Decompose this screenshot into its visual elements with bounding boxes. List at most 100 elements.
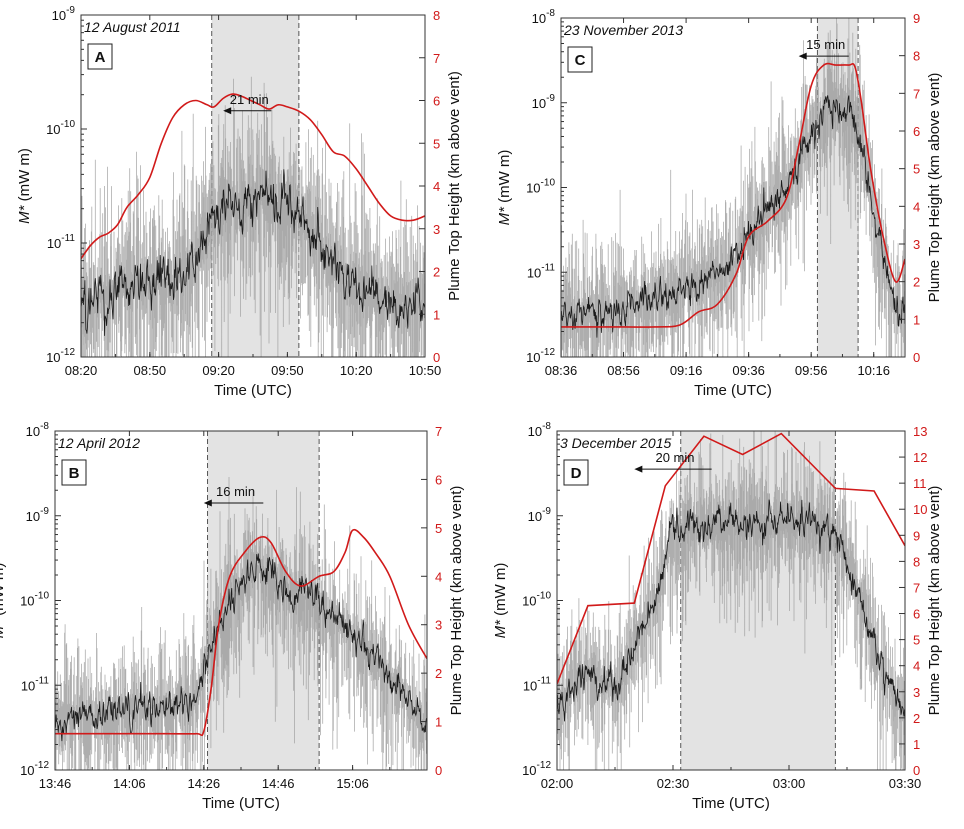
y-tick-label: 10-10 bbox=[20, 591, 49, 609]
y2-tick-label: 4 bbox=[913, 199, 920, 214]
y2-axis-label: Plume Top Height (km above vent) bbox=[448, 486, 465, 716]
y-axis-label: M* (mW m) bbox=[496, 150, 513, 226]
y2-tick-label: 13 bbox=[913, 424, 927, 439]
mstar-trace-group bbox=[55, 477, 427, 770]
y2-axis-label: Plume Top Height (km above vent) bbox=[926, 73, 943, 303]
panel-letter-box bbox=[61, 459, 87, 486]
y-tick-exponent: -11 bbox=[537, 675, 551, 686]
y-tick-label: 10-8 bbox=[26, 421, 50, 439]
x-tick-label: 08:50 bbox=[134, 363, 167, 378]
panel-date-label: 12 August 2011 bbox=[84, 19, 181, 35]
x-tick-label: 10:20 bbox=[340, 363, 373, 378]
y-tick-base: 10 bbox=[47, 236, 61, 251]
y-axis-label-symbol: M* bbox=[0, 619, 7, 638]
y-tick-exponent: -9 bbox=[542, 506, 551, 517]
lag-arrow-head bbox=[634, 465, 643, 473]
y-tick-exponent: -12 bbox=[61, 347, 76, 358]
lag-arrow-head bbox=[798, 52, 807, 60]
y-tick-exponent: -10 bbox=[35, 591, 50, 602]
y2-tick-label: 7 bbox=[913, 580, 920, 595]
y2-tick-label: 1 bbox=[913, 737, 920, 752]
y-axis-label-unit: (mW m) bbox=[496, 150, 513, 207]
x-axis-label: Time (UTC) bbox=[214, 382, 292, 399]
y-tick-label: 10-10 bbox=[46, 119, 75, 137]
y2-tick-label: 4 bbox=[433, 179, 440, 194]
x-axis-label: Time (UTC) bbox=[692, 795, 770, 812]
y-axis-label-unit: (mW m) bbox=[16, 148, 33, 205]
y2-tick-label: 7 bbox=[433, 51, 440, 66]
x-tick-label: 10:16 bbox=[857, 363, 890, 378]
mstar-trace-group bbox=[81, 76, 425, 357]
y-tick-label: 10-12 bbox=[20, 760, 49, 778]
y-tick-base: 10 bbox=[523, 678, 537, 693]
y-tick-label: 10-12 bbox=[522, 760, 551, 778]
y-tick-base: 10 bbox=[52, 8, 66, 23]
y-tick-label: 10-11 bbox=[47, 233, 76, 251]
y2-tick-label: 6 bbox=[913, 124, 920, 139]
x-tick-label: 14:26 bbox=[188, 776, 221, 791]
y-tick-base: 10 bbox=[526, 181, 540, 196]
x-tick-label: 09:36 bbox=[732, 363, 765, 378]
y2-tick-label: 7 bbox=[913, 86, 920, 101]
lag-arrow-head bbox=[203, 499, 212, 507]
y2-tick-label: 9 bbox=[913, 528, 920, 543]
y2-tick-label: 10 bbox=[913, 502, 927, 517]
panel-date-label: 23 November 2013 bbox=[563, 22, 683, 38]
y-axis-label: M* (mW m) bbox=[0, 563, 7, 639]
y2-tick-label: 4 bbox=[913, 659, 920, 674]
x-tick-label: 08:56 bbox=[607, 363, 640, 378]
lag-annotation-label: 21 min bbox=[230, 92, 269, 107]
y-tick-base: 10 bbox=[46, 122, 60, 137]
y2-axis-label: Plume Top Height (km above vent) bbox=[926, 486, 943, 716]
x-tick-label: 13:46 bbox=[39, 776, 72, 791]
y2-tick-label: 3 bbox=[913, 685, 920, 700]
y2-tick-label: 12 bbox=[913, 450, 927, 465]
y-tick-label: 10-9 bbox=[52, 5, 76, 23]
y2-tick-label: 8 bbox=[433, 8, 440, 23]
y2-tick-label: 2 bbox=[435, 666, 442, 681]
y-tick-base: 10 bbox=[20, 763, 34, 778]
panel-date-label: 12 April 2012 bbox=[58, 435, 140, 451]
x-tick-label: 09:56 bbox=[795, 363, 828, 378]
y-tick-exponent: -11 bbox=[541, 262, 555, 273]
y2-tick-label: 0 bbox=[435, 763, 442, 778]
lag-arrow-head bbox=[223, 107, 232, 115]
panel-letter: C bbox=[575, 52, 586, 69]
mstar-signal-line bbox=[557, 499, 905, 722]
y-tick-base: 10 bbox=[46, 350, 60, 365]
y2-axis-label: Plume Top Height (km above vent) bbox=[446, 71, 463, 301]
y-tick-label: 10-9 bbox=[26, 506, 50, 524]
y2-tick-label: 0 bbox=[913, 350, 920, 365]
y-tick-label: 10-8 bbox=[528, 421, 552, 439]
x-tick-label: 09:20 bbox=[202, 363, 235, 378]
y2-tick-label: 4 bbox=[435, 569, 442, 584]
y2-tick-label: 3 bbox=[435, 618, 442, 633]
y-axis-label-unit: (mW m) bbox=[0, 563, 7, 620]
y2-tick-label: 5 bbox=[913, 633, 920, 648]
y2-tick-label: 2 bbox=[913, 275, 920, 290]
panel-letter: B bbox=[69, 465, 80, 482]
x-axis-label: Time (UTC) bbox=[694, 382, 772, 399]
y-tick-exponent: -10 bbox=[537, 591, 552, 602]
y-tick-exponent: -11 bbox=[35, 675, 49, 686]
y-tick-label: 10-9 bbox=[532, 93, 556, 111]
y2-tick-label: 8 bbox=[913, 49, 920, 64]
mstar-signal-line bbox=[81, 169, 425, 336]
y2-tick-label: 5 bbox=[913, 162, 920, 177]
y-tick-label: 10-12 bbox=[526, 347, 555, 365]
y-tick-base: 10 bbox=[522, 594, 536, 609]
y-tick-exponent: -12 bbox=[541, 347, 556, 358]
x-tick-label: 03:00 bbox=[773, 776, 806, 791]
y-tick-label: 10-11 bbox=[523, 675, 552, 693]
y2-tick-label: 11 bbox=[913, 476, 927, 491]
y-tick-base: 10 bbox=[21, 678, 35, 693]
lag-annotation-label: 20 min bbox=[655, 450, 694, 465]
y-tick-label: 10-10 bbox=[526, 178, 555, 196]
y-axis-label-symbol: M* bbox=[16, 204, 33, 223]
plume-height-line bbox=[557, 432, 905, 685]
panel-letter: A bbox=[95, 49, 106, 66]
x-tick-label: 14:46 bbox=[262, 776, 295, 791]
